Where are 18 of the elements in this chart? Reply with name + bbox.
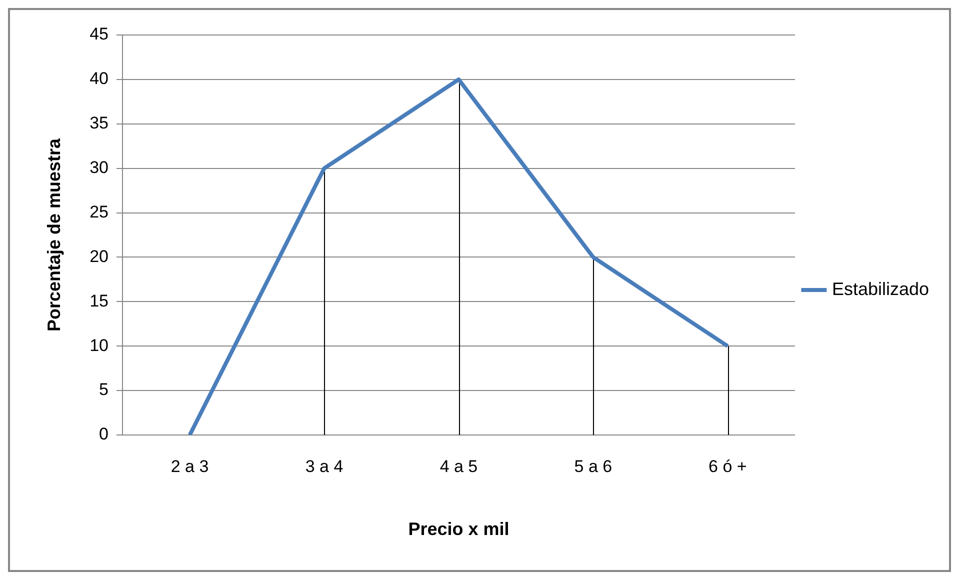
x-tick-label: 6 ó + xyxy=(708,456,747,476)
x-axis-title: Precio x mil xyxy=(408,519,510,540)
y-axis-title: Porcentaje de muestra xyxy=(44,137,64,332)
y-tick-label: 15 xyxy=(90,291,109,310)
x-tick-label: 2 a 3 xyxy=(170,456,209,476)
y-tick-label: 40 xyxy=(90,69,109,88)
x-tick-label: 4 a 5 xyxy=(440,456,478,476)
y-tick-label: 25 xyxy=(90,202,109,222)
y-tick-label: 5 xyxy=(99,380,109,400)
y-tick-label: 0 xyxy=(99,424,109,444)
x-tick-label: 3 a 4 xyxy=(305,456,344,476)
y-tick-label: 20 xyxy=(90,246,109,266)
y-tick-label: 10 xyxy=(90,336,109,355)
y-tick-label: 45 xyxy=(90,24,109,44)
y-tick-label: 30 xyxy=(90,158,109,178)
x-tick-label: 5 a 6 xyxy=(574,456,612,476)
y-tick-label: 35 xyxy=(90,114,109,133)
legend-label: Estabilizado xyxy=(832,278,930,299)
